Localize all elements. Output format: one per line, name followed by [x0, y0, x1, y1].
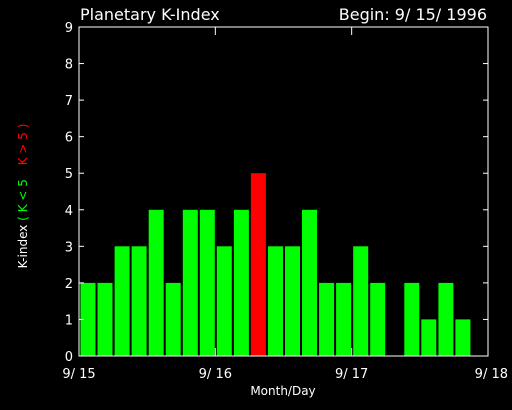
chart-title: Planetary K-Index [80, 5, 220, 24]
y-tick-label-7: 7 [65, 94, 73, 109]
x-tick-label-1: 9/ 16 [199, 367, 232, 382]
bar-19 [404, 282, 420, 356]
bar-5 [165, 282, 181, 356]
y-tick-label-9: 9 [65, 21, 73, 36]
y-axis-label-prefix: K-index [16, 225, 30, 269]
y-tick-label-2: 2 [65, 277, 73, 292]
y-axis-label-green: K < 5 [16, 179, 30, 212]
bar-7 [199, 209, 215, 356]
bar-14 [319, 282, 335, 356]
bar-16 [353, 246, 369, 356]
y-tick-label-6: 6 [65, 131, 73, 146]
bar-21 [438, 282, 454, 356]
y-tick-label-5: 5 [65, 167, 73, 182]
y-tick-label-0: 0 [65, 350, 73, 365]
bar-22 [455, 319, 471, 356]
bar-11 [268, 246, 283, 356]
y-axis-label-red: K > 5 [16, 132, 30, 165]
bar-2 [114, 246, 130, 356]
y-axis: 0 1 2 3 4 5 6 7 8 9 [65, 21, 488, 365]
y-axis-label-close-paren: ) [16, 124, 30, 129]
bar-8 [216, 246, 232, 356]
y-tick-label-4: 4 [65, 204, 73, 219]
bar-10 [250, 173, 266, 356]
x-tick-label-3: 9/ 18 [475, 367, 508, 382]
plot-frame [78, 26, 489, 357]
bar-0 [80, 282, 96, 356]
bar-20 [421, 319, 437, 356]
bar-15 [336, 282, 352, 356]
x-tick-label-0: 9/ 15 [62, 367, 95, 382]
y-tick-label-1: 1 [65, 313, 73, 328]
bar-12 [285, 246, 300, 356]
bar-9 [233, 209, 249, 356]
bar-6 [182, 209, 198, 356]
x-axis: 9/ 15 9/ 16 9/ 17 9/ 18 [62, 27, 508, 382]
bar-series [80, 173, 471, 356]
y-axis-label-open-paren: ( [16, 216, 30, 221]
y-axis-label: K-index ( K < 5 K > 5 ) [16, 124, 30, 269]
bar-17 [370, 282, 386, 356]
bar-4 [148, 209, 164, 356]
y-tick-label-8: 8 [65, 58, 73, 73]
begin-date-label: Begin: 9/ 15/ 1996 [339, 5, 487, 24]
bar-13 [302, 209, 317, 356]
y-tick-label-3: 3 [65, 240, 73, 255]
bar-1 [97, 282, 113, 356]
bar-3 [131, 246, 147, 356]
x-tick-label-2: 9/ 17 [335, 367, 368, 382]
x-axis-label: Month/Day [250, 384, 315, 398]
